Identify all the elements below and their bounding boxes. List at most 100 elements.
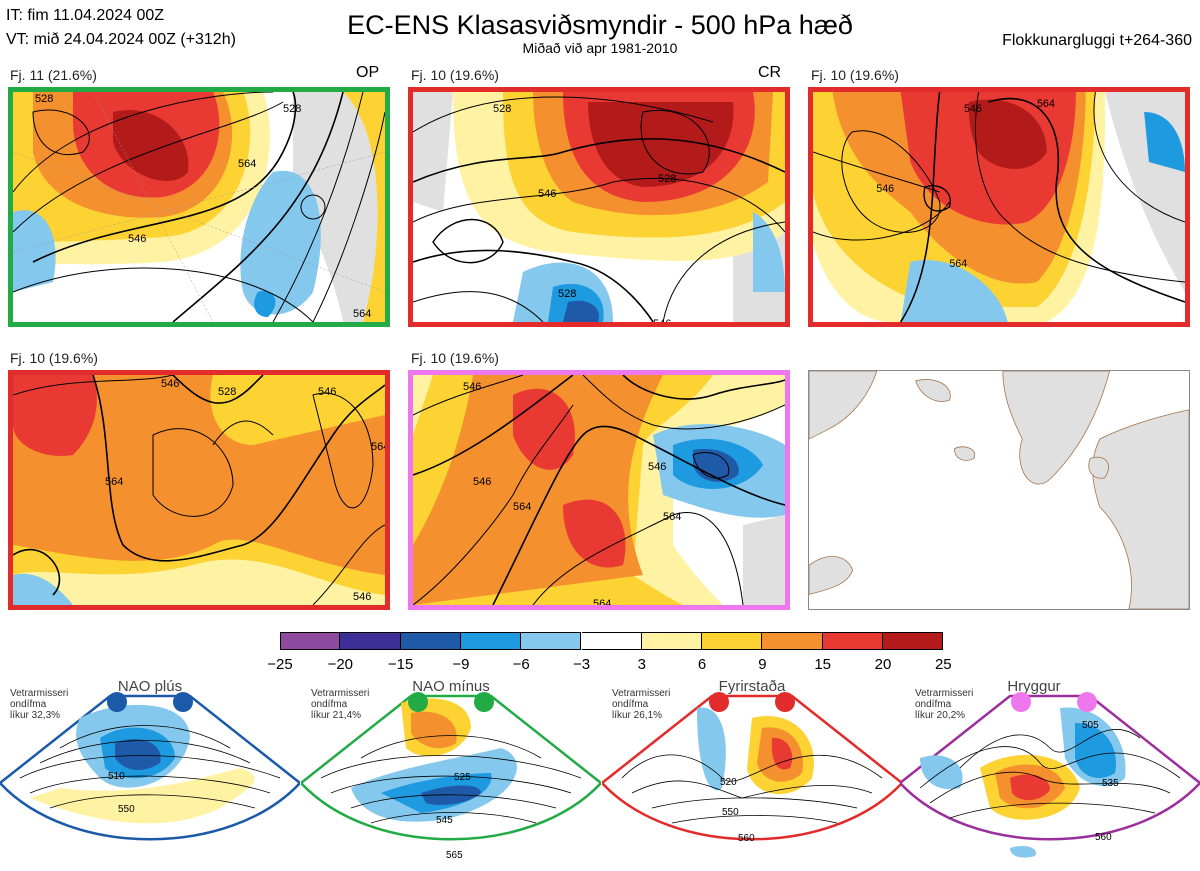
colorbar-tick: 15 [814, 656, 832, 673]
contour-label: 546 [161, 378, 179, 390]
contour-label: 545 [436, 815, 453, 826]
colorbar-segment [762, 632, 823, 650]
contour-label: 564 [238, 158, 256, 170]
anomaly-map: 528 546 528 528 546 [413, 92, 785, 322]
contour-label: 564 [371, 441, 385, 453]
colorbar-tick: −3 [572, 656, 591, 673]
colorbar-tick: −6 [512, 656, 530, 673]
cluster-map-3[interactable]: 546 546 564 564 [808, 87, 1190, 327]
contour-label: 550 [722, 807, 739, 818]
colorbar-tick: 20 [874, 656, 892, 673]
contour-label: 564 [663, 511, 681, 523]
regime-marker-dot [1077, 692, 1097, 712]
contour-label: 505 [1082, 720, 1099, 731]
contour-label: 546 [648, 461, 666, 473]
contour-label: 528 [558, 288, 576, 300]
colorbar-segment [460, 632, 522, 650]
panel-caption: Fj. 10 (19.6%) [411, 350, 499, 366]
anomaly-map: 546 546 564 564 564 546 [413, 375, 785, 605]
base-map[interactable] [808, 370, 1190, 610]
colorbar-segment [641, 632, 703, 650]
contour-label: 535 [1102, 778, 1119, 789]
colorbar-tick: −15 [387, 656, 414, 673]
panel-tag: OP [356, 64, 380, 81]
contour-label: 560 [1095, 832, 1112, 843]
contour-label: 546 [353, 591, 371, 603]
anomaly-map: 528 564 546 528 564 [13, 92, 385, 322]
regime-marker-dot [709, 692, 729, 712]
contour-label: 564 [353, 308, 371, 320]
colorbar-segment [883, 632, 944, 650]
panel-caption: Fj. 10 (19.6%) [811, 67, 899, 83]
contour-label: 564 [1037, 98, 1055, 110]
init-time: IT: fim 11.04.2024 00Z [6, 7, 165, 24]
contour-label: 564 [513, 501, 531, 513]
regime-map: 510 550 [0, 694, 300, 841]
anomaly-map: 546 528 546 564 564 546 [13, 375, 385, 605]
colorbar-segment [521, 632, 582, 650]
colorbar-tick: −25 [267, 656, 293, 673]
colorbar-segment [822, 632, 883, 650]
colorbar-tick: 6 [697, 656, 707, 673]
regime-marker-dot [1011, 692, 1031, 712]
cluster-map-2[interactable]: 528 546 528 528 546 [408, 87, 790, 327]
regime-stats: Vetrarmisseri ondífma líkur 26,1% [612, 688, 671, 721]
colorbar-segment [581, 632, 642, 650]
regime-stats: Vetrarmisseri ondífma líkur 20,2% [915, 688, 974, 721]
regime-marker-dot [474, 692, 494, 712]
contour-label: 546 [473, 476, 491, 488]
contour-label: 546 [876, 183, 894, 195]
regime-marker-dot [173, 692, 193, 712]
contour-label: 510 [108, 771, 125, 782]
panel-tag: CR [758, 64, 782, 81]
valid-time: VT: mið 24.04.2024 00Z (+312h) [6, 31, 236, 48]
page-subtitle: Miðað við apr 1981-2010 [522, 40, 678, 56]
panel-caption: Fj. 11 (21.6%) [10, 67, 97, 83]
contour-label: 565 [446, 850, 463, 861]
regime-stats: Vetrarmisseri ondífma líkur 21,4% [311, 688, 370, 721]
contour-label: 546 [128, 233, 146, 245]
contour-label: 528 [218, 386, 236, 398]
contour-label: 560 [738, 833, 755, 844]
cluster-map-4[interactable]: 546 528 546 564 564 546 [8, 370, 390, 610]
regime-stats: Vetrarmisseri ondífma líkur 32,3% [10, 688, 69, 721]
page-title: EC-ENS Klasasviðsmyndir - 500 hPa hæð [347, 10, 853, 40]
colorbar-segment [280, 632, 341, 650]
cluster-map-5[interactable]: 546 546 564 564 564 546 [408, 370, 790, 610]
contour-label: 564 [593, 598, 611, 605]
contour-label: 528 [493, 103, 511, 115]
colorbar-tick: 3 [637, 656, 646, 673]
regime-map: 525 545 565 [301, 694, 601, 861]
contour-label: 520 [720, 777, 737, 788]
contour-label: 546 [463, 381, 481, 393]
contour-label: 546 [964, 103, 982, 115]
regime-title: Fyrirstaða [718, 678, 786, 695]
regime-map: 505 535 560 [900, 694, 1200, 858]
colorbar-tick: −9 [452, 656, 470, 673]
regime-marker-dot [408, 692, 428, 712]
panel-caption: Fj. 10 (19.6%) [10, 350, 98, 366]
contour-label: 550 [118, 804, 135, 815]
colorbar-segment [400, 632, 461, 650]
contour-label: 528 [35, 93, 53, 105]
contour-label: 546 [538, 188, 556, 200]
contour-label: 546 [318, 386, 336, 398]
anomaly-map: 546 546 564 564 [813, 92, 1185, 322]
regime-title: Hryggur [1007, 678, 1061, 695]
cluster-window: Flokkunargluggi t+264-360 [1002, 32, 1192, 49]
contour-label: 546 [653, 318, 671, 322]
cluster-map-1[interactable]: 528 564 546 528 564 [8, 87, 390, 327]
regime-marker-dot [107, 692, 127, 712]
contour-label: 564 [105, 476, 123, 488]
colorbar-tick: 25 [934, 656, 952, 673]
colorbar-segment [702, 632, 763, 650]
contour-label: 528 [283, 103, 301, 115]
regime-map: 520 550 560 [602, 694, 902, 844]
contour-label: 528 [658, 173, 676, 185]
regime-title: NAO plús [117, 678, 183, 695]
regime-title: NAO mínus [412, 678, 490, 695]
panel-caption: Fj. 10 (19.6%) [411, 67, 499, 83]
contour-label: 564 [949, 258, 967, 270]
colorbar-tick: 9 [758, 656, 767, 673]
colorbar-segment [340, 632, 401, 650]
